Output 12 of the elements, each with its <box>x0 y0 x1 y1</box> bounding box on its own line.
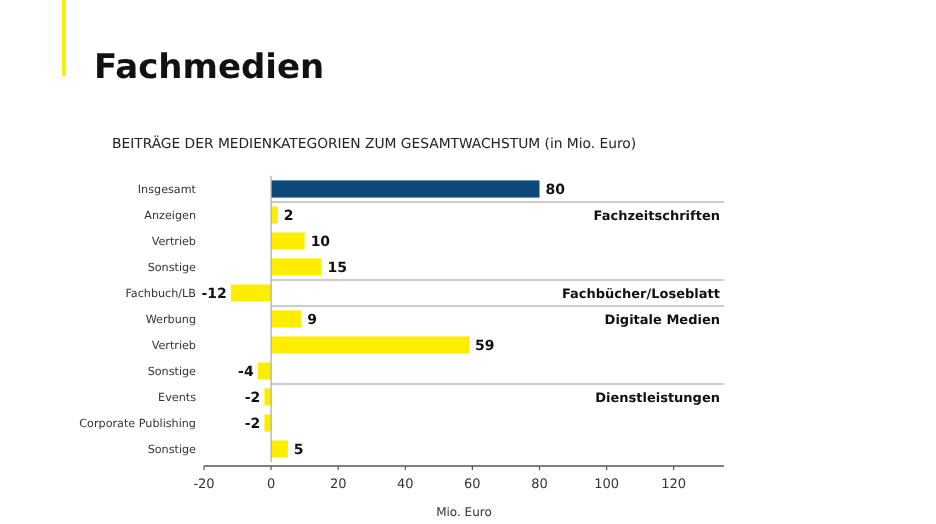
bar <box>271 258 322 276</box>
bar <box>257 362 272 380</box>
chart-title: Fachmedien <box>94 48 325 88</box>
bar <box>271 206 278 224</box>
bar <box>230 284 272 302</box>
bar <box>271 232 305 250</box>
bar <box>264 414 272 432</box>
bar <box>271 310 302 328</box>
bar <box>271 440 288 458</box>
bar <box>271 180 540 198</box>
bar <box>264 388 272 406</box>
bar <box>271 336 470 354</box>
